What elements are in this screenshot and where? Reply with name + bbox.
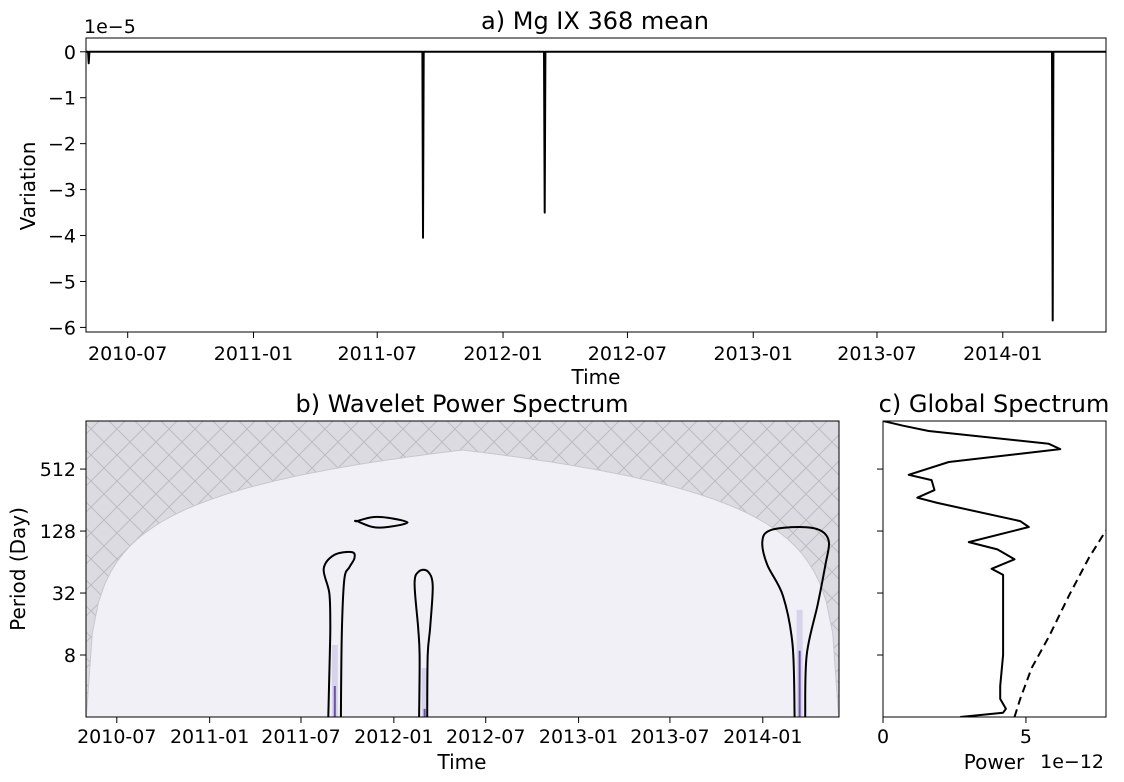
panel-b-y-tick-label: 128 — [40, 521, 76, 543]
significance-contour — [322, 550, 356, 717]
global-spectrum-line — [883, 421, 1062, 717]
panel-a-series — [86, 50, 1106, 322]
significance-contour — [413, 568, 434, 717]
panel-a-x-tick-label: 2011-01 — [214, 343, 293, 365]
panel-c-title: c) Global Spectrum — [879, 390, 1110, 418]
panel-a-y-tick-label: −5 — [48, 271, 76, 293]
power-streak — [331, 645, 338, 717]
panel-a-y-tick-label: −4 — [48, 226, 76, 248]
panel-a-x-tick-label: 2014-01 — [963, 343, 1042, 365]
panel-a-x-tick-label: 2013-07 — [837, 343, 916, 365]
panel-c-series — [883, 421, 1106, 717]
panel-c-x-tick-label: 5 — [1020, 726, 1032, 748]
panel-a-y-tick-label: −2 — [48, 134, 76, 156]
power-streak-core — [333, 686, 336, 717]
panel-b-x-ticks: 2010-07 2011-01 2011-07 2012-01 2012-07 2013-… — [77, 717, 802, 748]
panel-a-title: a) Mg IX 368 mean — [481, 7, 709, 35]
panel-c-x-axis-label: Power — [964, 750, 1025, 774]
panel-b-x-tick-label: 2013-07 — [630, 726, 709, 748]
panel-a-y-ticks: 0 −1 −2 −3 −4 −5 −6 — [48, 42, 86, 339]
panel-a-y-tick-label: 0 — [64, 42, 76, 64]
panel-b-y-tick-label: 8 — [64, 645, 76, 667]
coi-hatch — [86, 421, 839, 717]
panel-b-y-axis-label: Period (Day) — [6, 507, 30, 631]
cone-of-influence — [86, 421, 839, 717]
power-streak-core — [798, 650, 801, 717]
panel-c-x-tick-label: 0 — [877, 726, 889, 748]
panel-a-x-tick-label: 2012-01 — [463, 343, 542, 365]
panel-c-x-offset-label: 1e−12 — [1040, 751, 1104, 773]
panel-a-x-tick-label: 2012-07 — [588, 343, 667, 365]
panel-a-x-ticks: 2010-07 2011-01 2011-07 2012-01 2012-07 2013-… — [88, 332, 1042, 365]
panel-b-title: b) Wavelet Power Spectrum — [295, 390, 628, 418]
panel-a-y-axis-label: Variation — [16, 142, 40, 231]
panel-a-x-tick-label: 2010-07 — [88, 343, 167, 365]
panel-b-x-axis-label: Time — [437, 750, 487, 774]
panel-c-y-ticks — [877, 468, 883, 656]
power-streak — [421, 667, 428, 717]
panel-a-y-tick-label: −6 — [48, 317, 76, 339]
panel-b-wavelet: b) Wavelet Power Spectrum 8 32 128 512 2010… — [6, 390, 840, 774]
panel-b-x-tick-label: 2013-01 — [539, 726, 618, 748]
panel-a-x-tick-label: 2011-07 — [338, 343, 417, 365]
panel-a-time-series: a) Mg IX 368 mean 1e−5 0 −1 −2 −3 −4 −5 −6 201… — [16, 7, 1107, 389]
significance-contour — [761, 525, 831, 717]
variation-line — [86, 50, 1106, 322]
significance-contours — [322, 515, 831, 717]
power-streak-core — [423, 708, 426, 717]
panel-b-x-tick-label: 2012-01 — [354, 726, 433, 748]
panel-a-x-axis-label: Time — [571, 365, 621, 389]
panel-a-x-tick-label: 2013-01 — [714, 343, 793, 365]
panel-b-x-tick-label: 2010-07 — [77, 726, 156, 748]
panel-b-x-tick-label: 2011-07 — [261, 726, 340, 748]
coi-edge — [86, 449, 839, 717]
panel-a-y-offset-label: 1e−5 — [84, 16, 136, 38]
panel-b-x-tick-label: 2011-01 — [170, 726, 249, 748]
wavelet-power-highlights — [331, 609, 803, 717]
panel-a-frame — [85, 37, 1107, 333]
panel-a-y-tick-label: −1 — [48, 88, 76, 110]
significance-line — [1013, 529, 1106, 717]
panel-a-y-tick-label: −3 — [48, 180, 76, 202]
panel-b-y-tick-label: 512 — [40, 459, 76, 481]
panel-c-frame — [882, 420, 1107, 718]
panel-b-y-tick-label: 32 — [52, 583, 76, 605]
panel-b-frame — [85, 420, 840, 718]
panel-b-x-tick-label: 2012-07 — [446, 726, 525, 748]
panel-b-y-ticks: 8 32 128 512 — [40, 459, 86, 667]
significance-contour — [354, 515, 409, 529]
panel-b-x-tick-label: 2014-01 — [723, 726, 802, 748]
